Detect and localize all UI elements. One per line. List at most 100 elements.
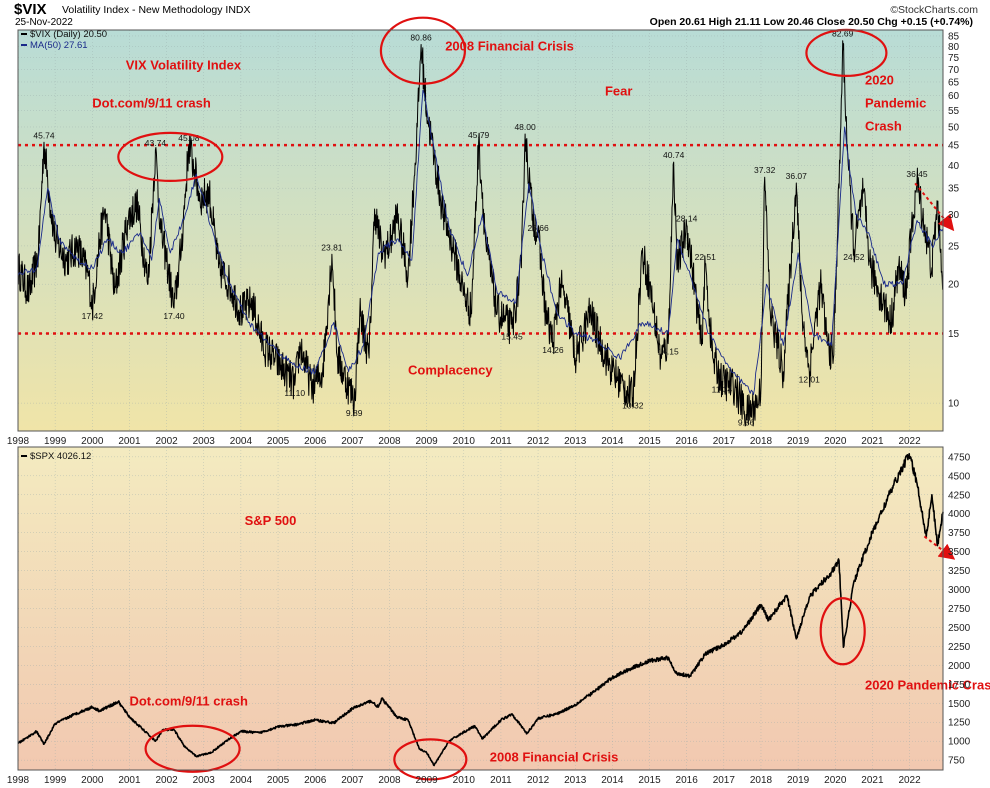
- x-tick-label: 1999: [44, 436, 67, 447]
- y-tick-label: 15: [948, 329, 960, 340]
- annotation-text: Fear: [605, 84, 632, 99]
- x-tick-label: 2006: [304, 436, 327, 447]
- highlight-circle: [379, 16, 467, 85]
- y-tick-label: 65: [948, 77, 960, 88]
- spx-y-axis: 750 1000 1250 1500 1750 2000 2250 2500 2750 3000 3…: [948, 452, 971, 766]
- spx-marks: S&P 500 Dot.com/9/11 crash 2008 Financial …: [17, 453, 990, 781]
- data-label: 14.15: [657, 347, 679, 357]
- vix-marks: 45.74 17.42 43.74 17.40 45.08 11.10 23.81 9.89 8…: [17, 16, 955, 427]
- x-tick-label: 2004: [230, 775, 253, 786]
- annotation-text: 2020: [865, 73, 894, 88]
- y-tick-label: 2250: [948, 642, 971, 653]
- data-label: 9.36: [738, 417, 755, 427]
- x-tick-label: 2014: [601, 436, 624, 447]
- data-label: 82.69: [832, 29, 854, 39]
- data-label: 36.07: [786, 171, 808, 181]
- y-tick-label: 10: [948, 399, 960, 410]
- y-tick-label: 70: [948, 65, 960, 76]
- chart-quote: Open 20.61 High 21.11 Low 20.46 Close 20…: [650, 16, 973, 28]
- y-tick-label: 3500: [948, 547, 971, 558]
- x-tick-label: 2005: [267, 775, 290, 786]
- x-tick-label: 2018: [750, 775, 773, 786]
- y-tick-label: 4750: [948, 452, 971, 463]
- x-tick-label: 2008: [378, 436, 401, 447]
- vix-legend-price: $VIX (Daily) 20.50: [30, 29, 107, 40]
- chart-source: ©StockCharts.com: [890, 4, 978, 16]
- ma-series-line: [17, 89, 944, 396]
- y-tick-label: 4250: [948, 490, 971, 501]
- y-tick-label: 750: [948, 756, 965, 767]
- y-tick-label: 3000: [948, 585, 971, 596]
- x-tick-label: 1998: [7, 436, 30, 447]
- x-tick-label: 2012: [527, 436, 550, 447]
- x-tick-label: 2021: [861, 775, 884, 786]
- x-tick-label: 2000: [81, 436, 104, 447]
- x-tick-label: 2003: [193, 775, 216, 786]
- price-series-line: [17, 40, 944, 427]
- y-tick-label: 2750: [948, 604, 971, 615]
- data-label: 45.79: [468, 130, 490, 140]
- data-label: 17.40: [163, 311, 185, 321]
- data-label: 26.66: [527, 223, 549, 233]
- vix-plot-area: [18, 30, 943, 431]
- highlight-circle: [144, 724, 241, 773]
- y-tick-label: 75: [948, 53, 960, 64]
- data-label: 28.14: [676, 214, 698, 224]
- y-tick-label: 3250: [948, 566, 971, 577]
- chart-symbol: $VIX: [14, 1, 47, 18]
- x-tick-label: 2013: [564, 775, 587, 786]
- data-label: 37.32: [754, 165, 776, 175]
- y-tick-label: 20: [948, 280, 960, 291]
- x-tick-label: 2003: [193, 436, 216, 447]
- chart-name: Volatility Index - New Methodology INDX: [62, 4, 251, 16]
- data-label: 23.81: [321, 242, 343, 252]
- x-tick-label: 2010: [453, 436, 476, 447]
- x-tick-label: 2014: [601, 775, 624, 786]
- annotation-text: 2020 Pandemic Crash: [865, 678, 990, 693]
- x-tick-label: 2013: [564, 436, 587, 447]
- y-tick-label: 80: [948, 42, 960, 53]
- x-tick-label: 2021: [861, 436, 884, 447]
- data-label: 36.45: [906, 169, 928, 179]
- annotation-text: VIX Volatility Index: [126, 57, 242, 72]
- annotation-text: 2008 Financial Crisis: [445, 39, 574, 54]
- y-tick-label: 50: [948, 122, 960, 133]
- y-tick-label: 35: [948, 184, 960, 195]
- annotation-text: S&P 500: [245, 513, 297, 528]
- x-tick-label: 2002: [155, 436, 178, 447]
- x-tick-label: 2020: [824, 436, 847, 447]
- data-label: 48.00: [514, 122, 536, 132]
- price-series-line: [17, 453, 944, 767]
- data-label: 14.26: [542, 345, 564, 355]
- data-label: 9.89: [346, 408, 363, 418]
- x-tick-label: 2019: [787, 775, 810, 786]
- y-tick-label: 2500: [948, 623, 971, 634]
- data-label: 45.08: [178, 133, 200, 143]
- y-tick-label: 4500: [948, 471, 971, 482]
- data-label: 43.74: [145, 138, 167, 148]
- x-tick-label: 2009: [416, 775, 439, 786]
- spx-legend: $SPX 4026.12: [21, 451, 91, 462]
- x-tick-label: 2007: [341, 775, 364, 786]
- data-label: 22.51: [695, 252, 717, 262]
- y-tick-label: 85: [948, 31, 960, 42]
- x-tick-label: 2001: [118, 775, 141, 786]
- y-tick-label: 2000: [948, 661, 971, 672]
- data-label: 11.10: [284, 388, 305, 398]
- y-tick-label: 60: [948, 91, 960, 102]
- x-tick-label: 2009: [416, 436, 439, 447]
- x-tick-label: 2011: [490, 775, 512, 786]
- x-tick-label: 2016: [676, 436, 699, 447]
- annotation-text: Complacency: [408, 363, 493, 378]
- data-label: 45.74: [33, 130, 55, 140]
- y-tick-label: 1000: [948, 737, 971, 748]
- x-tick-label: 2006: [304, 775, 327, 786]
- spx-panel: S&P 500 Dot.com/9/11 crash 2008 Financial …: [7, 446, 990, 786]
- y-tick-label: 55: [948, 106, 960, 117]
- vix-panel: 45.74 17.42 43.74 17.40 45.08 11.10 23.81 9.89 8…: [7, 16, 960, 447]
- x-tick-label: 1998: [7, 775, 30, 786]
- x-tick-label: 2017: [713, 775, 736, 786]
- x-tick-label: 2018: [750, 436, 773, 447]
